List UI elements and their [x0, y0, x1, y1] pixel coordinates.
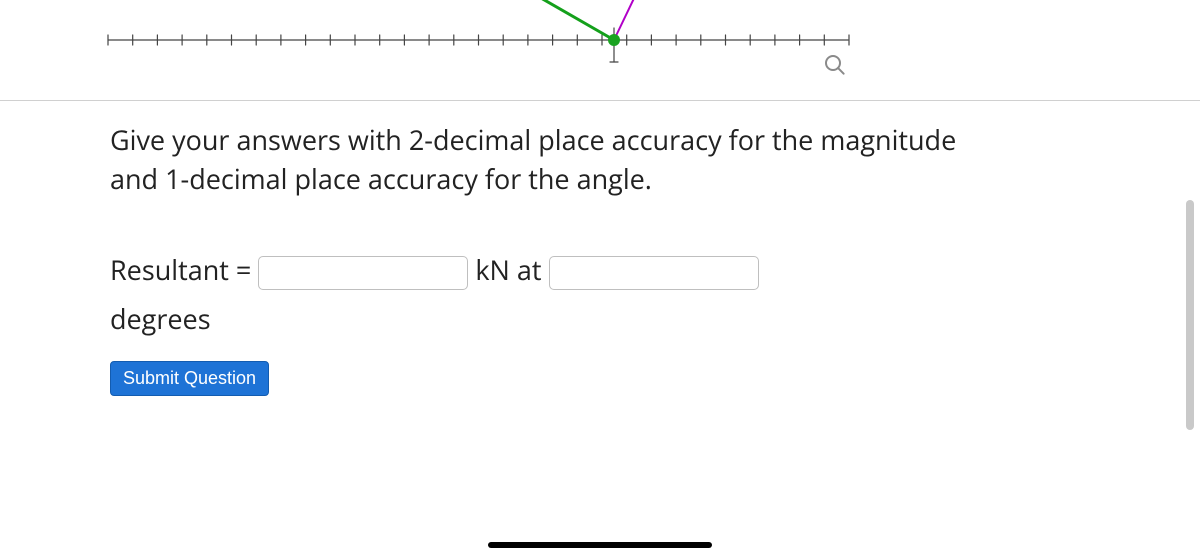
submit-button[interactable]: Submit Question — [110, 361, 269, 396]
question-content: Give your answers with 2-decimal place a… — [110, 120, 1010, 396]
magnitude-input[interactable] — [258, 256, 468, 290]
graph-svg — [0, 0, 1200, 100]
answer-line: Resultant = kN at degrees — [110, 246, 1010, 343]
kn-at-label: kN at — [475, 251, 548, 288]
instruction-text: Give your answers with 2-decimal place a… — [110, 120, 1010, 198]
resultant-label: Resultant = — [110, 251, 258, 288]
scrollbar-thumb[interactable] — [1186, 200, 1194, 430]
home-indicator — [488, 542, 712, 548]
vector-graph — [0, 0, 1200, 101]
submit-button-label: Submit Question — [123, 368, 256, 388]
angle-input[interactable] — [549, 256, 759, 290]
degrees-label: degrees — [110, 300, 211, 337]
